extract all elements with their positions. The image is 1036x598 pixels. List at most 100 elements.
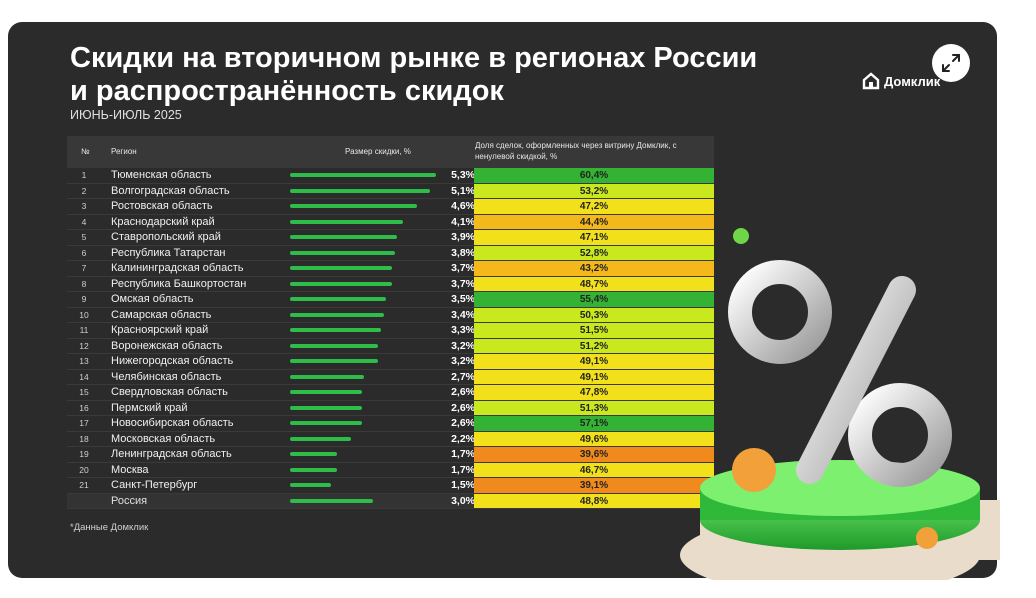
discount-value: 3,9% xyxy=(451,231,475,243)
table-row: 17 Новосибирская область 2,6% 57,1% xyxy=(67,416,714,432)
data-table: № Регион Размер скидки, % Доля сделок, о… xyxy=(67,136,714,509)
share-cell: 44,4% xyxy=(474,214,714,229)
discount-value: 2,6% xyxy=(451,386,475,398)
table-row: 2 Волгоградская область 5,1% 53,2% xyxy=(67,183,714,199)
share-cell: 39,6% xyxy=(474,447,714,462)
discount-value: 3,4% xyxy=(451,308,475,321)
share-cell: 39,1% xyxy=(474,478,714,493)
share-cell: 51,3% xyxy=(474,400,714,415)
region-name: Москва xyxy=(111,463,149,476)
share-cell: 55,4% xyxy=(474,292,714,307)
share-cell: 48,8% xyxy=(474,493,714,508)
row-number: 21 xyxy=(79,480,89,490)
region-name: Нижегородская область xyxy=(111,355,234,367)
percent-illustration xyxy=(680,228,1000,580)
row-number: 15 xyxy=(79,387,89,397)
table-row: 20 Москва 1,7% 46,7% xyxy=(67,462,714,478)
discount-value: 2,6% xyxy=(451,401,475,414)
discount-bar xyxy=(290,235,398,239)
row-number: 9 xyxy=(81,294,87,304)
share-cell: 46,7% xyxy=(474,462,714,477)
discount-value: 4,6% xyxy=(451,200,475,212)
share-cell: 57,1% xyxy=(474,416,714,431)
row-number: 6 xyxy=(81,247,87,258)
table-row: 8 Республика Башкортостан 3,7% 48,7% xyxy=(67,276,714,292)
region-name: Свердловская область xyxy=(111,386,228,398)
row-number: 14 xyxy=(79,371,89,382)
row-number: 12 xyxy=(79,340,89,351)
header-num: № xyxy=(81,147,90,156)
row-number: 16 xyxy=(79,402,89,413)
expand-button[interactable] xyxy=(932,44,970,82)
discount-bar xyxy=(290,452,337,456)
table-row: 7 Калининградская область 3,7% 43,2% xyxy=(67,261,714,277)
region-name: Самарская область xyxy=(111,308,212,321)
share-cell: 60,4% xyxy=(474,168,714,183)
region-name: Ленинградская область xyxy=(111,448,232,460)
row-number: 3 xyxy=(81,201,87,211)
region-name: Республика Татарстан xyxy=(111,246,226,259)
region-name: Россия xyxy=(111,494,148,507)
discount-value: 3,2% xyxy=(451,355,475,367)
table-row: 4 Краснодарский край 4,1% 44,4% xyxy=(67,214,714,230)
share-cell: 47,2% xyxy=(474,199,714,214)
table-row: 1 Тюменская область 5,3% 60,4% xyxy=(67,168,714,184)
table-row: 21 Санкт-Петербург 1,5% 39,1% xyxy=(67,478,714,494)
region-name: Омская область xyxy=(111,293,194,305)
header-discount: Размер скидки, % xyxy=(345,147,411,156)
discount-bar xyxy=(290,498,373,503)
table-row: 18 Московская область 2,2% 49,6% xyxy=(67,431,714,447)
row-number: 13 xyxy=(79,356,89,366)
row-number: 17 xyxy=(79,418,89,428)
discount-bar xyxy=(290,219,403,224)
discount-value: 5,1% xyxy=(451,184,475,197)
row-number: 7 xyxy=(81,263,87,273)
discount-bar xyxy=(290,188,431,193)
discount-value: 2,7% xyxy=(451,370,475,383)
table-row: 9 Омская область 3,5% 55,4% xyxy=(67,292,714,308)
discount-bar xyxy=(290,204,417,208)
discount-value: 1,5% xyxy=(451,479,475,491)
discount-bar xyxy=(290,328,381,332)
discount-bar xyxy=(290,421,362,425)
row-number: 2 xyxy=(81,185,87,196)
discount-value: 5,3% xyxy=(451,169,475,181)
region-name: Ставропольский край xyxy=(111,231,221,243)
region-name: Тюменская область xyxy=(111,169,212,181)
region-name: Республика Башкортостан xyxy=(111,277,247,290)
discount-value: 3,0% xyxy=(451,494,475,507)
house-icon xyxy=(862,72,880,90)
table-row: 12 Воронежская область 3,2% 51,2% xyxy=(67,338,714,354)
discount-value: 1,7% xyxy=(451,463,475,476)
region-name: Воронежская область xyxy=(111,339,223,352)
table-row: 11 Красноярский край 3,3% 51,5% xyxy=(67,323,714,339)
share-cell: 49,6% xyxy=(474,431,714,446)
row-number: 10 xyxy=(79,309,89,320)
table-row: 15 Свердловская область 2,6% 47,8% xyxy=(67,385,714,401)
row-number: 5 xyxy=(81,232,87,242)
footnote: *Данные Домклик xyxy=(70,522,149,533)
title-line-1: Скидки на вторичном рынке в регионах Рос… xyxy=(70,42,758,74)
share-cell: 43,2% xyxy=(474,261,714,276)
region-name: Красноярский край xyxy=(111,324,209,336)
share-cell: 47,1% xyxy=(474,230,714,245)
share-cell: 51,5% xyxy=(474,323,714,338)
row-number: 20 xyxy=(79,464,89,475)
region-name: Волгоградская область xyxy=(111,184,230,197)
brand-name: Домклик xyxy=(884,73,941,89)
discount-bar xyxy=(290,359,379,363)
row-number: 11 xyxy=(79,325,89,335)
table-row: 13 Нижегородская область 3,2% 49,1% xyxy=(67,354,714,370)
discount-bar xyxy=(290,312,384,317)
discount-bar xyxy=(290,266,392,270)
total-row: Россия 3,0% 48,8% xyxy=(67,493,714,509)
share-cell: 49,1% xyxy=(474,369,714,384)
discount-value: 3,7% xyxy=(451,277,475,290)
discount-bar xyxy=(290,483,332,487)
row-number: 8 xyxy=(81,278,87,289)
title-line-2: и распространённость скидок xyxy=(70,75,504,107)
discount-value: 3,2% xyxy=(451,339,475,352)
row-number: 4 xyxy=(81,216,87,227)
discount-value: 3,5% xyxy=(451,293,475,305)
discount-bar xyxy=(290,250,395,255)
